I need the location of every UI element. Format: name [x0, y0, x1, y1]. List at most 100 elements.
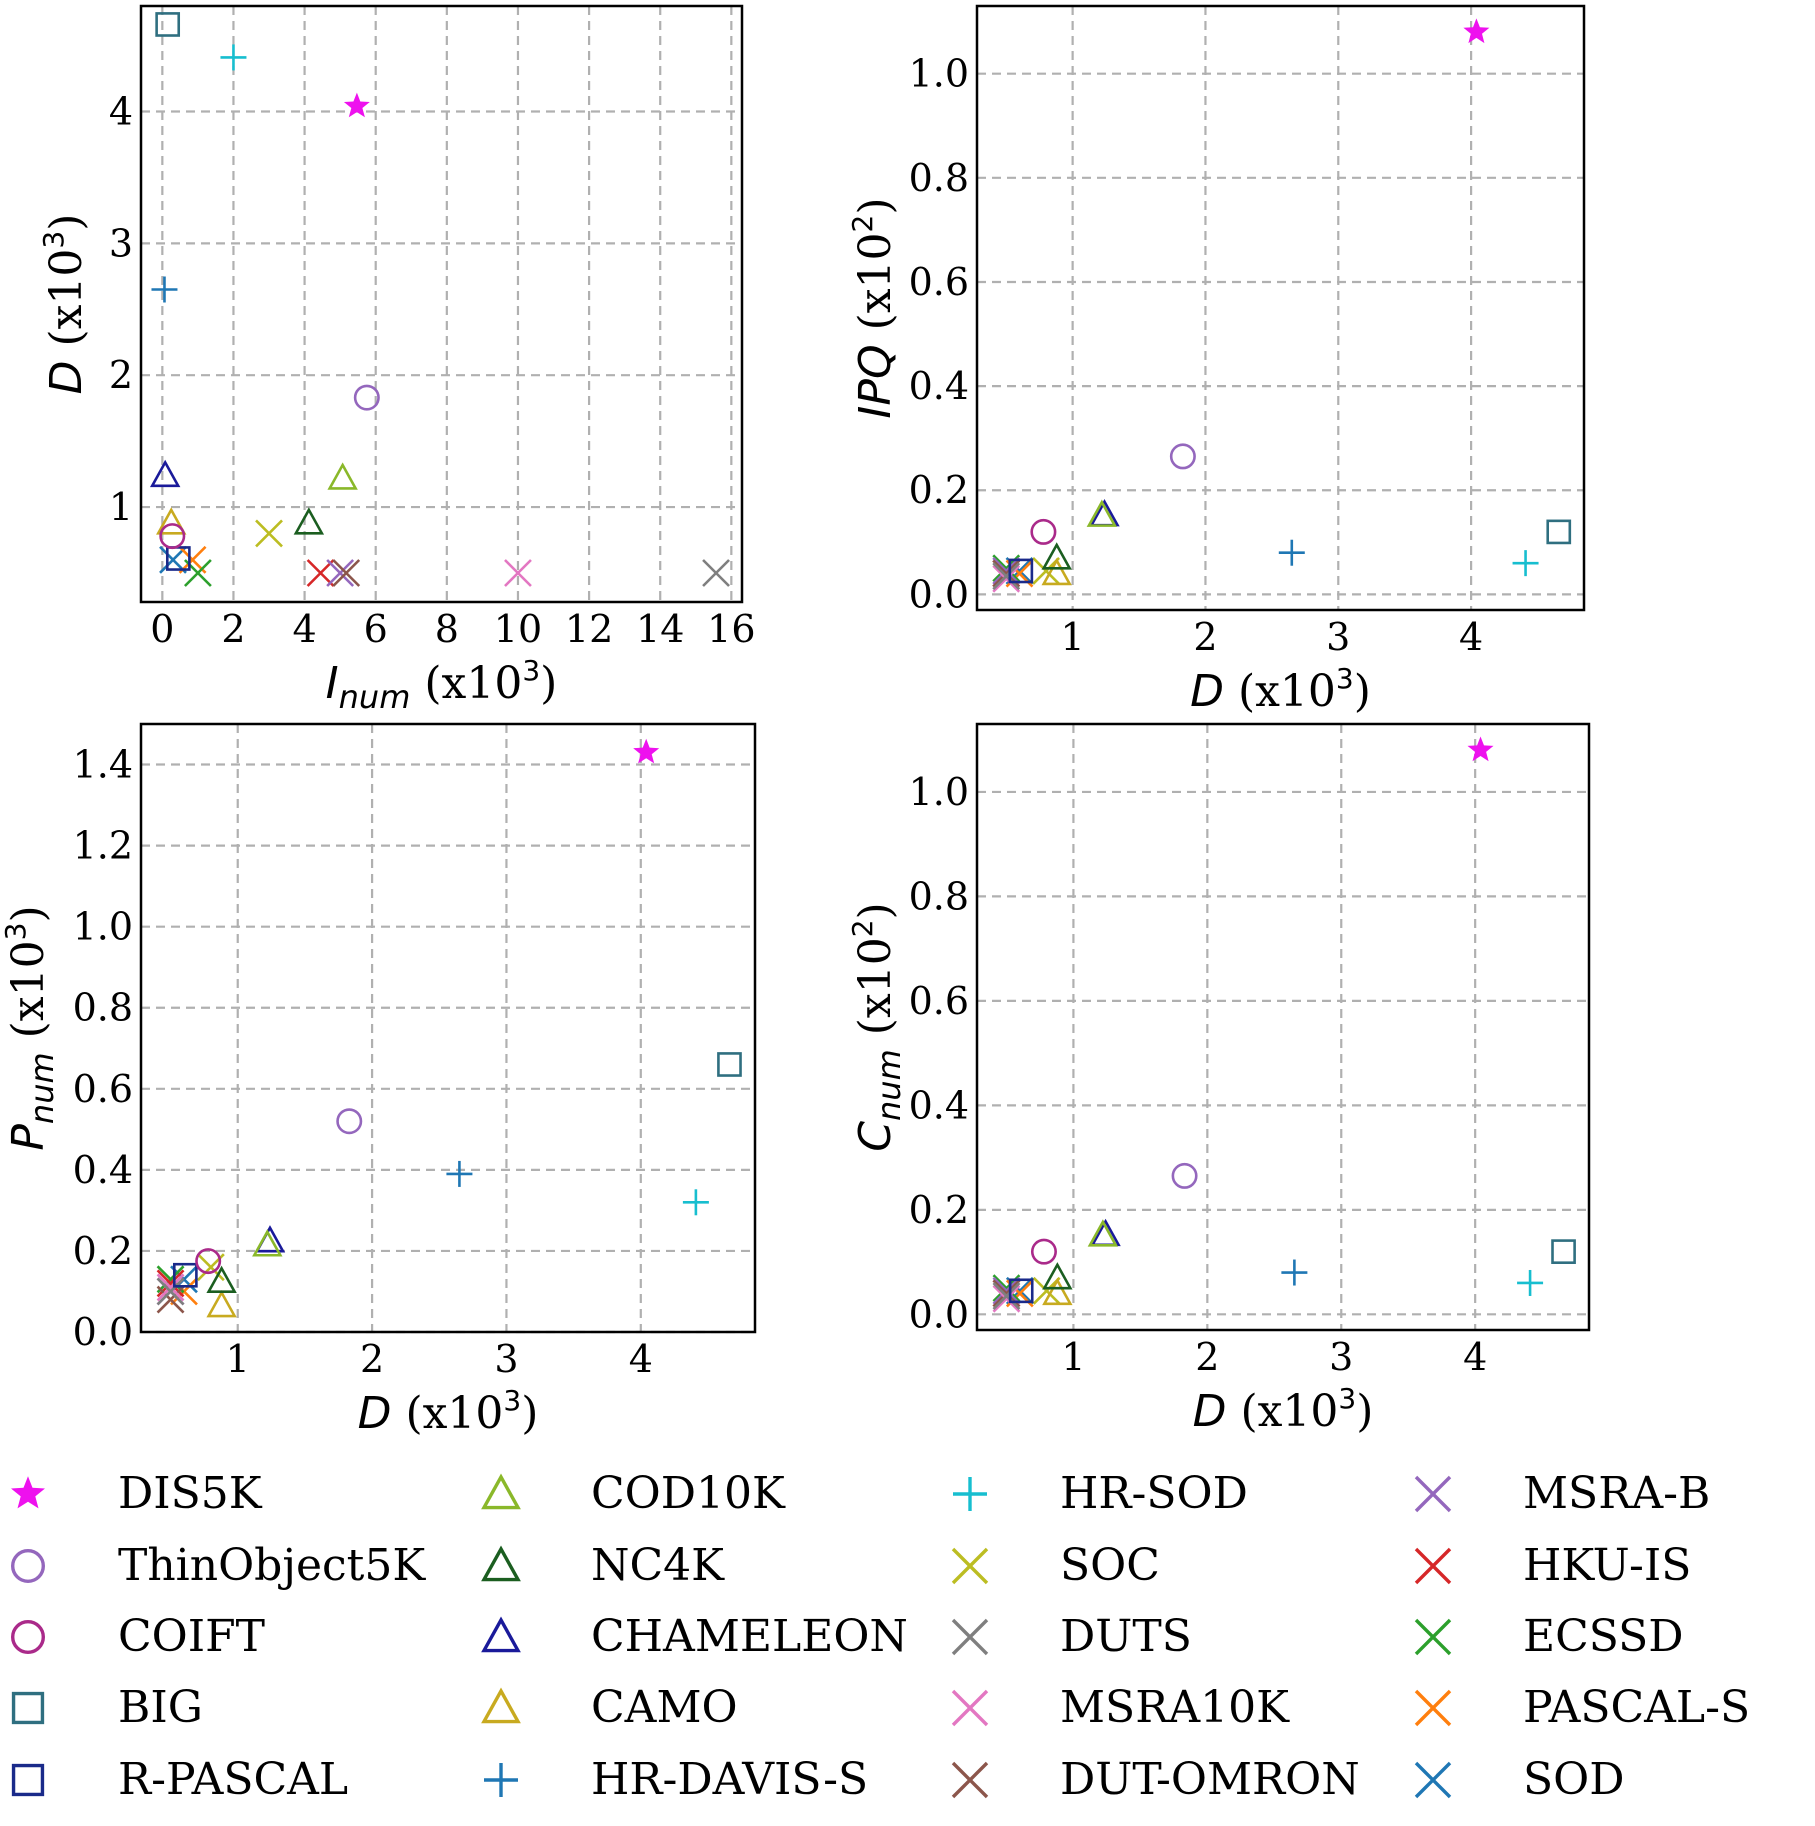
legend-marker-hku-is — [1414, 1547, 1452, 1585]
legend-marker-soc — [951, 1547, 989, 1585]
legend-marker-big — [11, 1691, 45, 1725]
legend-label: HR-SOD — [1060, 1468, 1248, 1519]
point-camo — [1041, 557, 1072, 586]
legend-marker-nc4k — [481, 1545, 521, 1582]
y-tick-label: 1.4 — [73, 743, 133, 787]
y-axis-title: Cnum (x102) — [846, 902, 908, 1151]
legend-item-big: BIG — [11, 1682, 203, 1733]
point-r-pascal — [1008, 1278, 1034, 1304]
legend-item-msra10k: MSRA10K — [951, 1682, 1290, 1733]
legend-label: R-PASCAL — [118, 1754, 348, 1805]
plot-frame — [139, 4, 744, 604]
x-tick-label: 3 — [494, 1337, 518, 1381]
point-camo — [206, 1289, 237, 1318]
point-nc4k — [206, 1265, 237, 1294]
point-chameleon — [149, 459, 181, 488]
y-tick-label: 0.6 — [73, 1067, 133, 1111]
y-tick-label: 0.0 — [909, 572, 969, 616]
point-coift — [1030, 1238, 1057, 1265]
x-tick-label: 8 — [435, 607, 459, 651]
legend-marker-msra-b — [1414, 1475, 1452, 1513]
y-tick-label: 0.8 — [909, 874, 969, 918]
legend-marker-camo — [481, 1687, 521, 1724]
legend-item-soc: SOC — [951, 1540, 1160, 1591]
legend-item-coift: COIFT — [10, 1611, 265, 1662]
point-duts — [702, 559, 730, 587]
legend-item-dut-omron: DUT-OMRON — [951, 1754, 1360, 1805]
legend-item-hr-sod: HR-SOD — [953, 1468, 1248, 1519]
point-camo — [1042, 1277, 1073, 1306]
y-tick-label: 1.0 — [909, 52, 969, 96]
legend-marker-hr-davis-s — [484, 1763, 518, 1797]
y-tick-label: 0.4 — [909, 1083, 969, 1127]
legend-label: DUTS — [1060, 1611, 1192, 1662]
data-points — [992, 736, 1576, 1313]
legend-marker-sod — [1414, 1761, 1452, 1799]
data-points — [992, 18, 1572, 593]
data-points — [156, 738, 742, 1318]
legend-item-cod10k: COD10K — [481, 1468, 786, 1519]
point-ecssd — [156, 1265, 185, 1294]
legend-label: DIS5K — [118, 1468, 263, 1519]
legend-item-dis5k: DIS5K — [11, 1468, 263, 1519]
point-cod10k — [1086, 499, 1118, 527]
legend-marker-chameleon — [481, 1616, 521, 1653]
x-tick-label: 2 — [1195, 1335, 1219, 1379]
point-duts — [156, 1277, 185, 1306]
point-big — [155, 12, 181, 37]
legend-label: PASCAL-S — [1523, 1682, 1750, 1733]
point-msra10k — [992, 564, 1021, 593]
point-msra-b — [326, 559, 355, 587]
y-tick-label: 3 — [109, 221, 133, 265]
y-tick-label: 0.8 — [909, 156, 969, 200]
y-tick-label: 1.2 — [73, 824, 133, 868]
legend-marker-pascal-s — [1414, 1689, 1452, 1727]
y-tick-label: 0.6 — [909, 979, 969, 1023]
point-thinobject5k — [1169, 443, 1196, 470]
x-tick-label: 3 — [1329, 1335, 1353, 1379]
point-msra-b — [992, 1276, 1021, 1305]
point-hr-sod — [1517, 1269, 1544, 1296]
x-tick-label: 1 — [226, 1337, 250, 1381]
legend-label: ECSSD — [1523, 1611, 1684, 1662]
point-thinobject5k — [1171, 1162, 1198, 1189]
y-tick-label: 0.0 — [73, 1310, 133, 1354]
point-dis5k — [633, 738, 660, 764]
y-tick-label: 1 — [109, 485, 133, 529]
point-hr-sod — [682, 1189, 709, 1216]
legend-label: NC4K — [591, 1540, 725, 1591]
legend-item-chameleon: CHAMELEON — [481, 1611, 908, 1662]
point-msra10k — [156, 1273, 185, 1302]
scatter-panel-4: 1 2 3 4 0.0 0.2 0.4 0.6 0.8 1.0 D (x103) Cnum (x102… — [846, 722, 1591, 1437]
point-coift — [159, 523, 186, 550]
y-tick-label: 0.2 — [909, 468, 969, 512]
legend-marker-dis5k — [11, 1476, 45, 1509]
legend-item-sod: SOD — [1414, 1754, 1625, 1805]
scatter-panel-2: 1 2 3 4 0.0 0.2 0.4 0.6 0.8 1.0 D (x103) IPQ (x102) — [846, 4, 1586, 717]
point-nc4k — [1042, 1262, 1073, 1290]
legend-marker-msra10k — [951, 1689, 989, 1727]
point-duts — [992, 1282, 1021, 1310]
point-coift — [1030, 518, 1057, 545]
point-chameleon — [254, 1225, 286, 1253]
point-big — [1551, 1239, 1576, 1264]
x-tick-label: 4 — [292, 607, 316, 651]
y-axis-title: Pnum (x103) — [0, 905, 61, 1150]
legend-item-duts: DUTS — [951, 1611, 1192, 1662]
x-tick-label: 4 — [1463, 1335, 1487, 1379]
point-dis5k — [1463, 18, 1490, 44]
legend-item-r-pascal: R-PASCAL — [11, 1754, 348, 1805]
point-msra-b — [992, 557, 1021, 585]
legend-marker-coift — [10, 1619, 46, 1654]
point-msra10k — [504, 559, 532, 587]
legend-marker-thinobject5k — [10, 1548, 46, 1583]
y-tick-label: 0.8 — [73, 986, 133, 1030]
legend-item-camo: CAMO — [481, 1682, 738, 1733]
x-tick-label: 1 — [1061, 1335, 1085, 1379]
point-r-pascal — [1008, 558, 1034, 584]
point-coift — [195, 1248, 222, 1275]
point-cod10k — [327, 462, 358, 490]
